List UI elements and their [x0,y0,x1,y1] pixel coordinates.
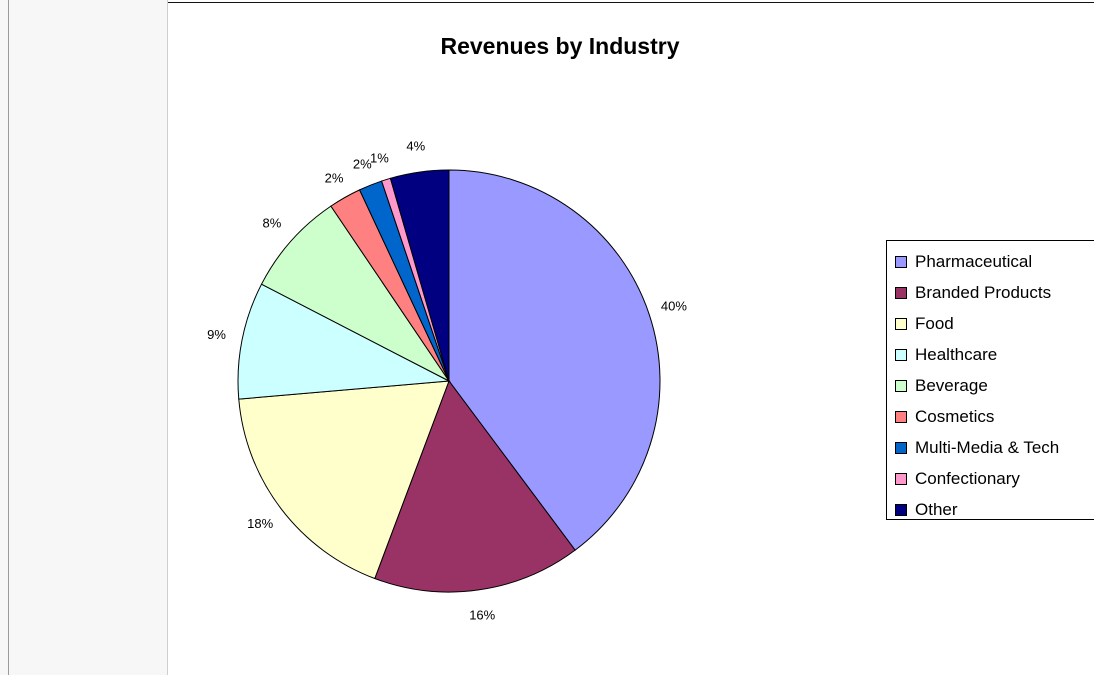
slice-label: 2% [353,157,372,172]
chart-title: Revenues by Industry [440,33,680,59]
left-panel [0,0,168,675]
legend-swatch [895,441,907,454]
legend-swatch [895,379,907,392]
legend-item: Branded Products [887,277,1094,308]
slice-label: 18% [247,516,273,531]
legend-item: Healthcare [887,339,1094,370]
legend-label: Other [915,499,958,519]
slice-label: 8% [262,216,281,231]
pie-slice-beverage [260,205,450,382]
legend-label: Cosmetics [915,406,995,426]
legend-swatch [895,317,907,330]
pie-slice-other [389,169,450,382]
slice-label: 9% [207,327,226,342]
legend-item: Confectionary [887,463,1094,494]
legend-item: Cosmetics [887,401,1094,432]
legend-swatch [895,472,907,485]
legend-label: Pharmaceutical [915,251,1033,271]
pie-slice-food [238,380,450,580]
legend-swatch [895,255,907,268]
legend-label: Confectionary [915,468,1020,488]
slice-label: 2% [325,170,344,185]
legend-item: Pharmaceutical [887,246,1094,277]
chart-legend: Pharmaceutical Branded Products Food Health… [886,240,1094,520]
legend-item: Other [887,494,1094,525]
legend-item: Beverage [887,370,1094,401]
slice-label: 1% [370,151,389,166]
slice-label: 4% [406,138,425,153]
legend-label: Branded Products [915,282,1052,302]
pie-slice-branded-products [374,379,576,593]
legend-item: Food [887,308,1094,339]
slice-label: 40% [661,298,687,313]
legend-item: Multi-Media & Tech [887,432,1094,463]
legend-label: Multi-Media & Tech [915,437,1060,457]
pie-slice-pharmaceutical [448,169,661,551]
legend-swatch [895,410,907,423]
slice-label: 16% [469,608,495,623]
legend-label: Healthcare [915,344,998,364]
legend-swatch [895,286,907,299]
legend-label: Food [915,313,954,333]
legend-label: Beverage [915,375,988,395]
pie-slice-healthcare [237,283,451,400]
legend-swatch [895,348,907,361]
legend-swatch [895,503,907,516]
left-border [8,0,9,675]
chart-top-border [168,2,1094,3]
